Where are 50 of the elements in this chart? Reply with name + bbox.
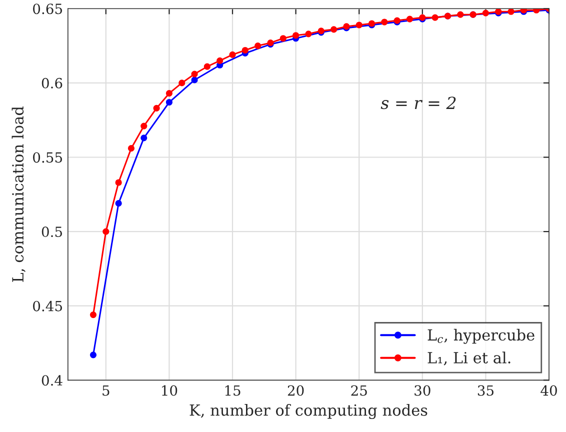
point bbox=[406, 16, 414, 22]
point bbox=[330, 26, 338, 33]
x-tick-label: 15 bbox=[225, 385, 240, 396]
point bbox=[508, 8, 514, 15]
y-tick-label: 0.55 bbox=[33, 152, 62, 163]
x-tick-label: 10 bbox=[162, 385, 178, 396]
point bbox=[166, 98, 172, 106]
point bbox=[432, 14, 438, 21]
point bbox=[90, 311, 97, 318]
point bbox=[191, 70, 198, 78]
point bbox=[242, 46, 248, 54]
point bbox=[178, 80, 186, 86]
point bbox=[305, 30, 312, 38]
point bbox=[90, 352, 97, 358]
y-tick-label: 0.4 bbox=[42, 375, 62, 386]
point bbox=[115, 179, 122, 186]
x-tick-label: 20 bbox=[288, 385, 304, 396]
point bbox=[191, 76, 198, 84]
point bbox=[166, 90, 172, 97]
point bbox=[482, 10, 490, 16]
x-tick-label: 5 bbox=[102, 385, 110, 396]
x-tick-label: 25 bbox=[351, 385, 367, 396]
point bbox=[102, 228, 110, 235]
legend-label: L₁, Li et al. bbox=[428, 352, 510, 366]
point bbox=[292, 32, 300, 39]
y-tick-label: 0.45 bbox=[33, 300, 62, 312]
x-tick-label: 40 bbox=[540, 385, 557, 396]
y-tick-label: 0.65 bbox=[33, 4, 62, 14]
point bbox=[356, 22, 362, 28]
point bbox=[280, 35, 286, 42]
point bbox=[115, 200, 122, 207]
point bbox=[153, 104, 160, 112]
point bbox=[216, 57, 224, 64]
point bbox=[229, 51, 236, 58]
y-axis-title: L, communication load bbox=[12, 106, 26, 282]
y-tick-label: 0.6 bbox=[42, 78, 62, 88]
legend-label: L$_{c}$, hypercube bbox=[428, 328, 534, 344]
point bbox=[140, 134, 148, 142]
point bbox=[140, 122, 148, 130]
y-tick-label: 0.5 bbox=[42, 226, 62, 238]
point bbox=[204, 63, 210, 70]
x-tick-label: 30 bbox=[414, 385, 430, 396]
annotation: s = r = 2 bbox=[380, 96, 456, 110]
x-axis-title: K, number of computing nodes bbox=[190, 404, 428, 420]
point bbox=[457, 11, 464, 18]
x-tick-label: 35 bbox=[478, 385, 494, 396]
point bbox=[533, 8, 540, 14]
point bbox=[381, 18, 388, 26]
point bbox=[128, 145, 135, 152]
point bbox=[254, 42, 262, 50]
